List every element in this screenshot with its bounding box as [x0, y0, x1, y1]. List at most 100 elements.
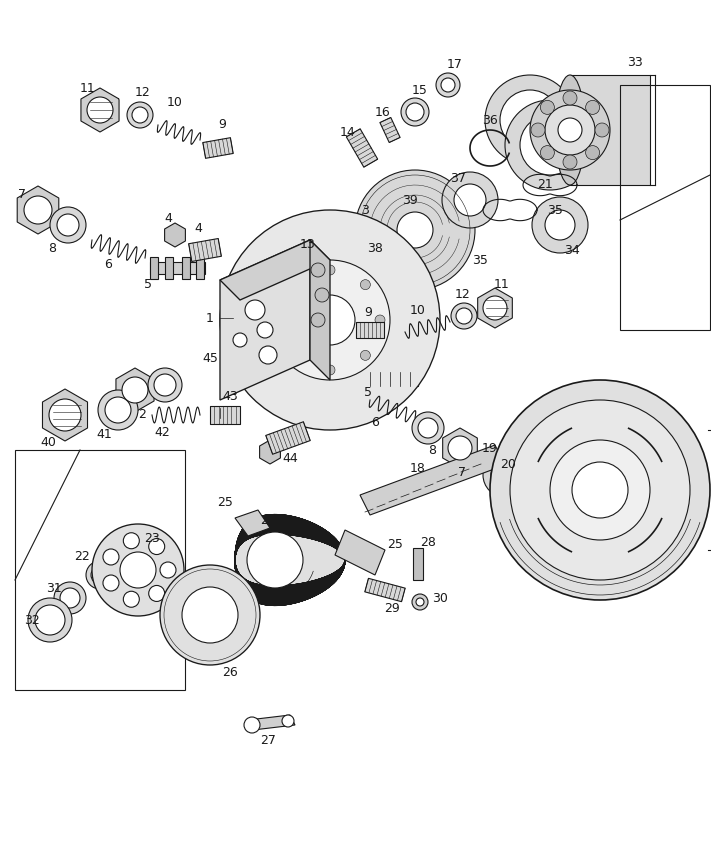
Polygon shape	[235, 532, 345, 589]
Polygon shape	[365, 579, 405, 602]
Text: 40: 40	[40, 435, 56, 448]
Circle shape	[251, 271, 267, 287]
Polygon shape	[220, 240, 330, 300]
Polygon shape	[235, 523, 345, 596]
Circle shape	[245, 300, 265, 320]
Circle shape	[454, 184, 486, 216]
Polygon shape	[235, 515, 345, 604]
Text: 33: 33	[627, 55, 643, 68]
Polygon shape	[235, 531, 345, 589]
Polygon shape	[260, 440, 280, 464]
Polygon shape	[235, 530, 345, 590]
Polygon shape	[235, 532, 345, 589]
Polygon shape	[235, 517, 345, 603]
Circle shape	[325, 265, 335, 275]
Bar	[305, 258, 319, 276]
Polygon shape	[235, 515, 345, 606]
Polygon shape	[235, 521, 345, 599]
Polygon shape	[235, 515, 345, 605]
Text: 5: 5	[144, 279, 152, 291]
Polygon shape	[235, 532, 345, 588]
Polygon shape	[188, 239, 221, 262]
Polygon shape	[235, 515, 345, 605]
Circle shape	[540, 101, 555, 114]
Circle shape	[595, 123, 609, 137]
Text: 37: 37	[450, 171, 466, 185]
Polygon shape	[235, 530, 345, 590]
Polygon shape	[235, 510, 270, 536]
Polygon shape	[235, 532, 345, 588]
Text: 36: 36	[482, 113, 498, 126]
Circle shape	[536, 539, 550, 554]
Polygon shape	[235, 523, 345, 596]
Text: 43: 43	[222, 390, 238, 404]
Text: 23: 23	[144, 532, 160, 544]
Polygon shape	[235, 519, 345, 601]
Circle shape	[531, 123, 545, 137]
Polygon shape	[235, 518, 345, 602]
Polygon shape	[235, 525, 345, 595]
Polygon shape	[235, 521, 345, 600]
Text: 10: 10	[410, 303, 426, 316]
Circle shape	[102, 574, 114, 586]
Polygon shape	[235, 529, 345, 591]
Polygon shape	[17, 186, 59, 234]
Text: 27: 27	[260, 734, 276, 746]
Polygon shape	[235, 515, 345, 605]
Text: 20: 20	[500, 458, 516, 470]
Circle shape	[401, 98, 429, 126]
Circle shape	[282, 715, 294, 727]
Circle shape	[103, 549, 119, 565]
Polygon shape	[235, 515, 345, 605]
Circle shape	[513, 483, 527, 497]
Text: 8: 8	[48, 241, 56, 255]
Polygon shape	[335, 530, 385, 575]
Circle shape	[360, 350, 370, 360]
Polygon shape	[235, 525, 345, 595]
Circle shape	[545, 105, 595, 155]
Polygon shape	[235, 520, 345, 601]
Circle shape	[393, 353, 409, 369]
Polygon shape	[235, 527, 345, 594]
Polygon shape	[235, 515, 345, 605]
Bar	[368, 372, 418, 386]
Text: 5: 5	[364, 387, 372, 400]
Circle shape	[448, 436, 472, 460]
Circle shape	[220, 210, 440, 430]
Polygon shape	[235, 528, 345, 592]
Polygon shape	[235, 516, 345, 603]
Polygon shape	[380, 118, 400, 142]
Text: 6: 6	[104, 258, 112, 272]
Circle shape	[322, 394, 338, 410]
Polygon shape	[235, 515, 345, 606]
Polygon shape	[360, 445, 505, 515]
Text: 32: 32	[24, 613, 40, 626]
Polygon shape	[235, 516, 345, 603]
Text: 9: 9	[364, 306, 372, 319]
Text: 2: 2	[138, 408, 146, 422]
Polygon shape	[235, 534, 345, 586]
Polygon shape	[235, 520, 345, 600]
Polygon shape	[235, 533, 345, 586]
Polygon shape	[203, 138, 233, 158]
Polygon shape	[235, 527, 345, 593]
Circle shape	[545, 210, 575, 240]
Circle shape	[160, 565, 260, 665]
Circle shape	[451, 303, 477, 329]
Text: 35: 35	[472, 254, 488, 267]
Polygon shape	[235, 522, 345, 597]
Circle shape	[436, 73, 460, 97]
Circle shape	[586, 101, 599, 114]
Circle shape	[532, 197, 588, 253]
Circle shape	[491, 461, 519, 489]
Polygon shape	[248, 715, 295, 730]
Polygon shape	[235, 526, 345, 594]
Polygon shape	[235, 521, 345, 599]
Circle shape	[375, 315, 385, 325]
Circle shape	[593, 563, 607, 577]
Polygon shape	[235, 524, 345, 596]
Text: 14: 14	[340, 125, 356, 139]
Polygon shape	[210, 406, 240, 424]
Polygon shape	[235, 532, 345, 588]
Circle shape	[593, 403, 607, 417]
